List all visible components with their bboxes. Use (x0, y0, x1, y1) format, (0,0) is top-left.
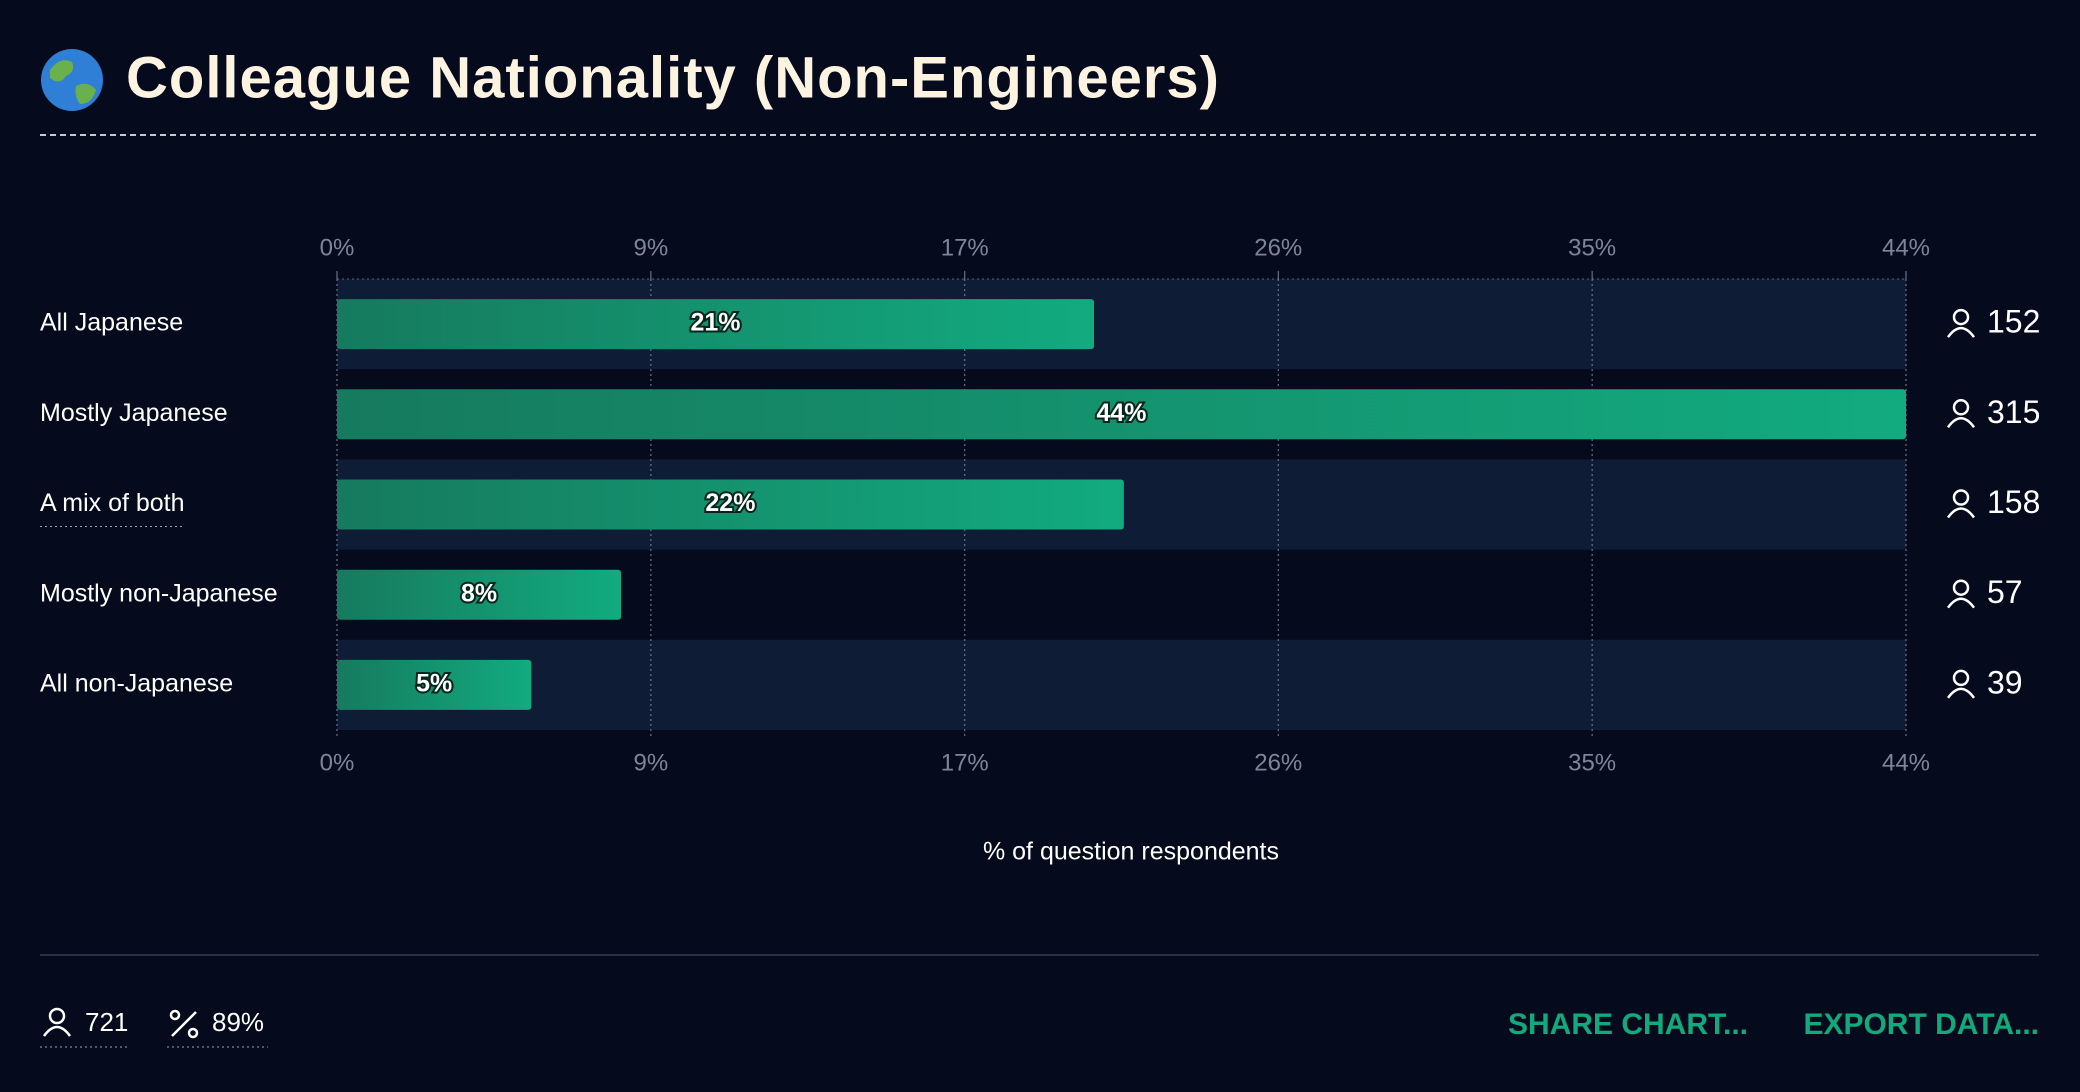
person-head (1952, 579, 1970, 596)
person-body (1946, 597, 1976, 609)
person-head (1952, 399, 1970, 416)
export-button[interactable]: EXPORT DATA... (1803, 1008, 2039, 1041)
x-tick-label: 0% (320, 749, 355, 776)
person-head (1952, 669, 1970, 687)
person-icon (1946, 579, 1976, 609)
x-tick-label: 35% (1568, 234, 1616, 261)
bar (337, 659, 532, 710)
bar (337, 299, 1095, 350)
bar (337, 389, 1906, 440)
x-tick-label: 17% (941, 749, 989, 776)
respondent-count: 39 (1987, 664, 2023, 700)
globe-icon (41, 49, 103, 111)
respondent-count: 315 (1987, 394, 2040, 430)
person-head (1952, 489, 1970, 506)
respondents-total: 721 (85, 1007, 128, 1037)
row-band (337, 639, 1906, 730)
value-label: 21% (690, 309, 740, 337)
percent-icon (169, 1009, 199, 1039)
person-body (1946, 417, 1976, 429)
x-tick-label: 17% (941, 234, 989, 261)
value-label: 44% (1096, 399, 1146, 427)
x-tick-label: 26% (1254, 749, 1302, 776)
x-tick-label: 44% (1882, 234, 1930, 261)
bar (337, 479, 1124, 530)
response-rate: 89% (212, 1007, 264, 1037)
value-label: 22% (705, 489, 755, 517)
chart-title: Colleague Nationality (Non-Engineers) (126, 45, 1220, 110)
category-label: A mix of both (40, 489, 185, 517)
category-label: All Japanese (40, 309, 183, 337)
person-body (1946, 507, 1976, 519)
x-tick-label: 0% (320, 234, 355, 261)
value-label: 5% (416, 670, 452, 698)
x-tick-label: 9% (634, 234, 669, 261)
person-head (1952, 308, 1970, 326)
respondent-count: 57 (1987, 574, 2023, 610)
person-body (1946, 687, 1976, 699)
person-icon (1946, 399, 1976, 429)
value-label: 8% (461, 579, 497, 607)
person-icon (1946, 489, 1976, 519)
bar (337, 569, 622, 620)
person-icon (1946, 669, 1976, 699)
x-tick-label: 35% (1568, 749, 1616, 776)
category-label: Mostly non-Japanese (40, 579, 278, 607)
x-tick-label: 9% (634, 749, 669, 776)
respondent-count: 158 (1987, 484, 2040, 520)
x-axis-label: % of question respondents (983, 838, 1279, 866)
person-body (1946, 326, 1976, 338)
category-label: All non-Japanese (40, 670, 233, 698)
x-tick-label: 26% (1254, 234, 1302, 261)
respondent-count: 152 (1987, 304, 2040, 340)
respondents-icon (42, 1007, 72, 1037)
share-button[interactable]: SHARE CHART... (1508, 1008, 1748, 1041)
x-tick-label: 44% (1882, 749, 1930, 776)
category-label: Mostly Japanese (40, 399, 228, 427)
person-icon (1946, 308, 1976, 338)
